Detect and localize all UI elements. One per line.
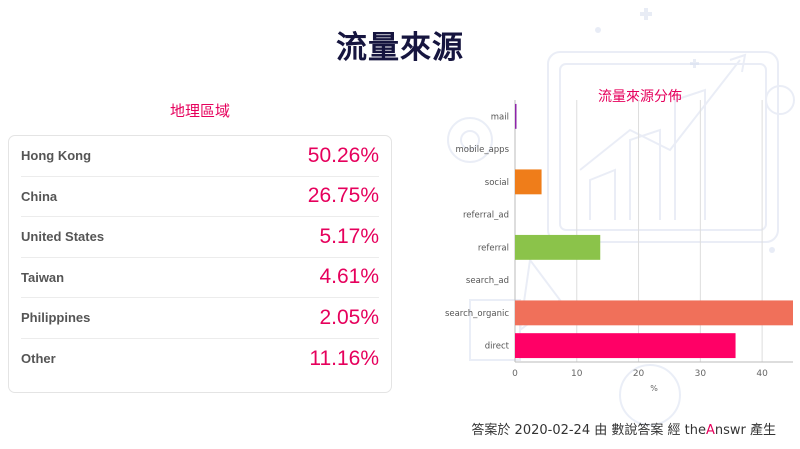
geo-percent: 50.26% bbox=[307, 143, 379, 167]
category-label: social bbox=[485, 178, 509, 188]
x-tick-label: 30 bbox=[695, 369, 707, 379]
x-tick-label: 40 bbox=[756, 369, 768, 379]
geo-percent: 26.75% bbox=[307, 184, 379, 208]
footer-suffix: nswr 產生 bbox=[714, 423, 776, 438]
geo-row: China 26.75% bbox=[21, 177, 379, 217]
footer-accent: A bbox=[705, 423, 715, 438]
footer-credit: 答案於 2020-02-24 由 數說答案 經 theAnswr 產生 bbox=[471, 419, 776, 438]
geo-country: United States bbox=[21, 229, 105, 245]
geo-country: Hong Kong bbox=[21, 148, 92, 164]
geo-row: Philippines 2.05% bbox=[21, 298, 379, 339]
footer-prefix: 答案於 2020-02-24 由 數說答案 經 the bbox=[471, 423, 706, 438]
category-label: direct bbox=[485, 342, 510, 352]
geo-row: Other 11.16% bbox=[21, 339, 379, 380]
geo-row: Hong Kong 50.26% bbox=[21, 136, 379, 177]
geo-heading: 地理區域 bbox=[169, 102, 230, 120]
bar-direct bbox=[515, 333, 736, 359]
geo-percent: 4.61% bbox=[319, 265, 379, 289]
geo-country: China bbox=[21, 188, 58, 204]
geo-country: Taiwan bbox=[21, 269, 65, 285]
bar-social bbox=[515, 169, 542, 195]
category-label: referral bbox=[478, 243, 509, 253]
page-title: 流量來源 bbox=[336, 30, 464, 66]
chart-title: 流量來源分佈 bbox=[598, 89, 682, 105]
geo-country: Other bbox=[21, 351, 56, 367]
geo-row: Taiwan 4.61% bbox=[21, 258, 379, 298]
x-tick-label: 0 bbox=[512, 369, 518, 379]
geo-percent: 11.16% bbox=[309, 346, 379, 370]
x-tick-label: 10 bbox=[571, 369, 583, 379]
bar-mail bbox=[515, 103, 517, 129]
category-label: search_organic bbox=[445, 309, 509, 319]
category-label: search_ad bbox=[466, 276, 509, 286]
category-label: mobile_apps bbox=[455, 145, 509, 155]
geo-percent: 5.17% bbox=[319, 224, 379, 248]
x-tick-label: 20 bbox=[633, 369, 645, 379]
geo-table: Hong Kong 50.26% China 26.75% United Sta… bbox=[8, 135, 392, 393]
bar-referral bbox=[515, 234, 601, 260]
category-label: referral_ad bbox=[463, 211, 509, 221]
category-label: mail bbox=[491, 112, 509, 122]
x-axis-label: % bbox=[650, 384, 658, 393]
geo-row: United States 5.17% bbox=[21, 217, 379, 258]
geo-percent: 2.05% bbox=[319, 305, 379, 329]
geo-country: Philippines bbox=[21, 310, 91, 326]
bar-search_organic bbox=[515, 300, 793, 326]
